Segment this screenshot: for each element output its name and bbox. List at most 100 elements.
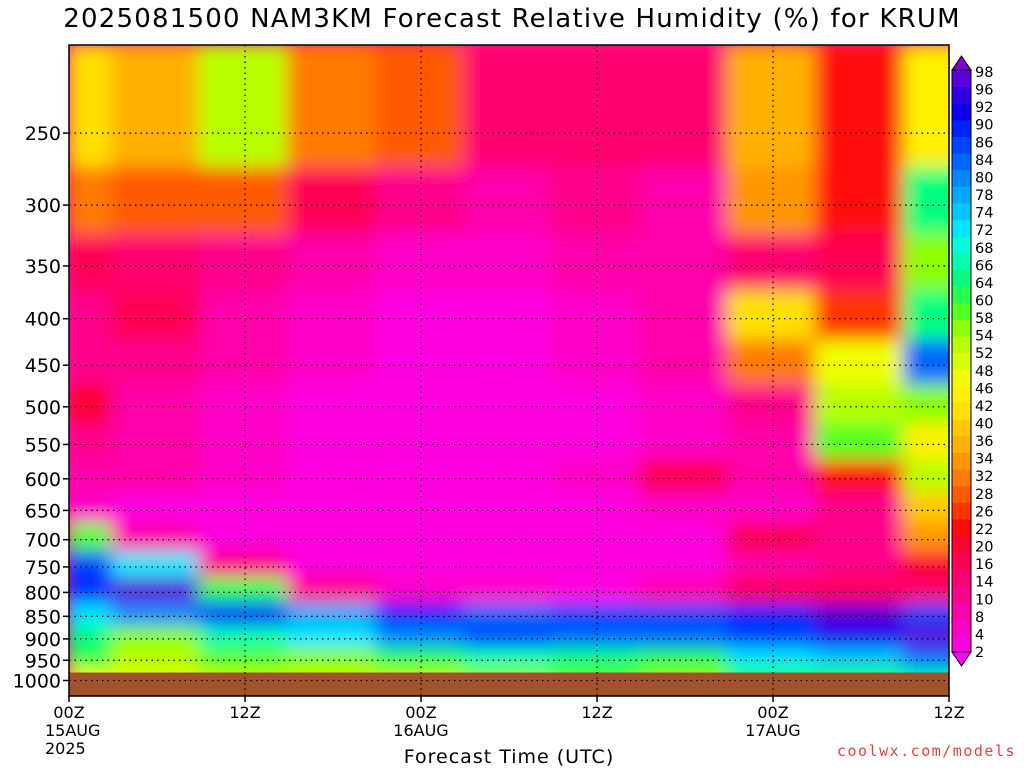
heatmap-cell: [463, 233, 555, 295]
colorbar-swatch: [952, 103, 971, 121]
heatmap-cell: [815, 233, 907, 295]
heatmap-cell: [639, 233, 731, 295]
colorbar-swatch: [952, 186, 971, 204]
colorbar-swatch: [952, 602, 971, 620]
colorbar-swatch: [952, 435, 971, 453]
heatmap-cell: [111, 290, 203, 344]
colorbar-swatch: [952, 535, 971, 553]
colorbar-label: 28: [975, 487, 993, 503]
colorbar-label: 80: [975, 170, 993, 186]
colorbar-label: 4: [975, 627, 984, 643]
heatmap-cell: [69, 384, 115, 428]
colorbar-label: 92: [975, 100, 993, 116]
colorbar-swatch: [952, 385, 971, 404]
heatmap-cell: [991, 578, 1024, 607]
colorbar-label: 74: [975, 206, 993, 222]
colorbar-label: 64: [975, 276, 993, 292]
colorbar-swatch: [952, 302, 971, 320]
heatmap-cell: [69, 339, 115, 389]
colorbar-label: 54: [975, 329, 993, 345]
heatmap-cell: [639, 459, 731, 497]
colorbar-label: 32: [975, 469, 993, 485]
heatmap-cell: [991, 384, 1024, 428]
colorbar-label: 42: [975, 399, 993, 415]
heatmap-cell: [903, 290, 949, 344]
heatmap-cell: [639, 290, 731, 344]
heatmap-cell: [69, 167, 115, 238]
heatmap-cell: [991, 668, 1024, 698]
y-tick-label: 250: [25, 123, 61, 145]
heatmap-cell: [375, 459, 467, 497]
below-ground-band: [69, 672, 949, 696]
heatmap-cell: [727, 233, 819, 295]
heatmap-cell: [287, 45, 379, 172]
heatmap-cell: [991, 424, 1024, 464]
heatmap-cell: [903, 45, 949, 172]
colorbar-arrow-bottom: [951, 651, 972, 667]
colorbar-swatch: [952, 635, 971, 653]
heatmap-cell: [639, 384, 731, 428]
heatmap-cell: [991, 551, 1024, 581]
colorbar-label: 16: [975, 557, 993, 573]
colorbar-label: 2: [975, 645, 984, 661]
colorbar-label: 22: [975, 522, 993, 538]
heatmap-cell: [815, 45, 907, 172]
plot-frame: [68, 44, 950, 697]
heatmap-cell: [287, 233, 379, 295]
heatmap-cell: [639, 167, 731, 238]
heatmap-cell: [463, 45, 555, 172]
heatmap-cell: [463, 339, 555, 389]
colorbar-swatch: [952, 219, 971, 237]
colorbar-label: 8: [975, 610, 984, 626]
heatmap-cell: [287, 384, 379, 428]
heatmap-cell: [815, 290, 907, 344]
heatmap-cell: [815, 459, 907, 497]
heatmap-cell: [815, 167, 907, 238]
heatmap-cell: [375, 167, 467, 238]
heatmap-cell: [991, 602, 1024, 629]
x-tick-label: 17AUG: [745, 721, 800, 740]
colorbar-swatch: [952, 552, 971, 570]
heatmap-cell: [69, 423, 115, 464]
colorbar-swatch: [952, 119, 971, 138]
heatmap-cell: [287, 339, 379, 389]
heatmap-cell: [991, 460, 1024, 497]
heatmap-cell: [111, 339, 203, 389]
colorbar-swatch: [952, 336, 971, 354]
heatmap-cell: [903, 423, 949, 464]
y-tick-label: 900: [25, 629, 61, 651]
heatmap-cell: [991, 290, 1024, 344]
heatmap-cell: [991, 43, 1024, 171]
colorbar-swatch: [952, 169, 971, 187]
heatmap-cell: [287, 423, 379, 464]
heatmap-cell: [815, 423, 907, 464]
x-tick-label: 12Z: [581, 703, 612, 722]
heatmap-cell: [111, 167, 203, 238]
colorbar-swatch: [952, 585, 971, 603]
x-tick-label: 12Z: [229, 703, 260, 722]
colorbar-swatch: [952, 252, 971, 271]
heatmap-cell: [815, 384, 907, 428]
heatmap-cell: [727, 167, 819, 238]
colorbar-swatch: [952, 86, 971, 104]
heatmap-cell: [375, 384, 467, 428]
colorbar-label: 34: [975, 452, 993, 468]
colorbar-swatch: [952, 203, 971, 221]
x-tick-label: 2025: [45, 739, 86, 758]
colorbar-swatch: [952, 502, 971, 520]
heatmap-cell: [69, 459, 115, 497]
heatmap-cell: [903, 167, 949, 238]
y-tick-label: 750: [25, 557, 61, 579]
heatmap-cell: [463, 423, 555, 464]
colorbar-label: 48: [975, 364, 993, 380]
y-tick-label: 950: [25, 650, 61, 672]
colorbar-label: 46: [975, 381, 993, 397]
y-tick-label: 850: [25, 606, 61, 628]
heatmap-cell: [991, 493, 1024, 527]
y-tick-label: 1000: [13, 671, 61, 693]
pressure-axis: 2503003504004505005506006507007508008509…: [13, 123, 69, 693]
colorbar-arrow-top: [951, 55, 972, 71]
colorbar-swatch: [952, 352, 971, 370]
